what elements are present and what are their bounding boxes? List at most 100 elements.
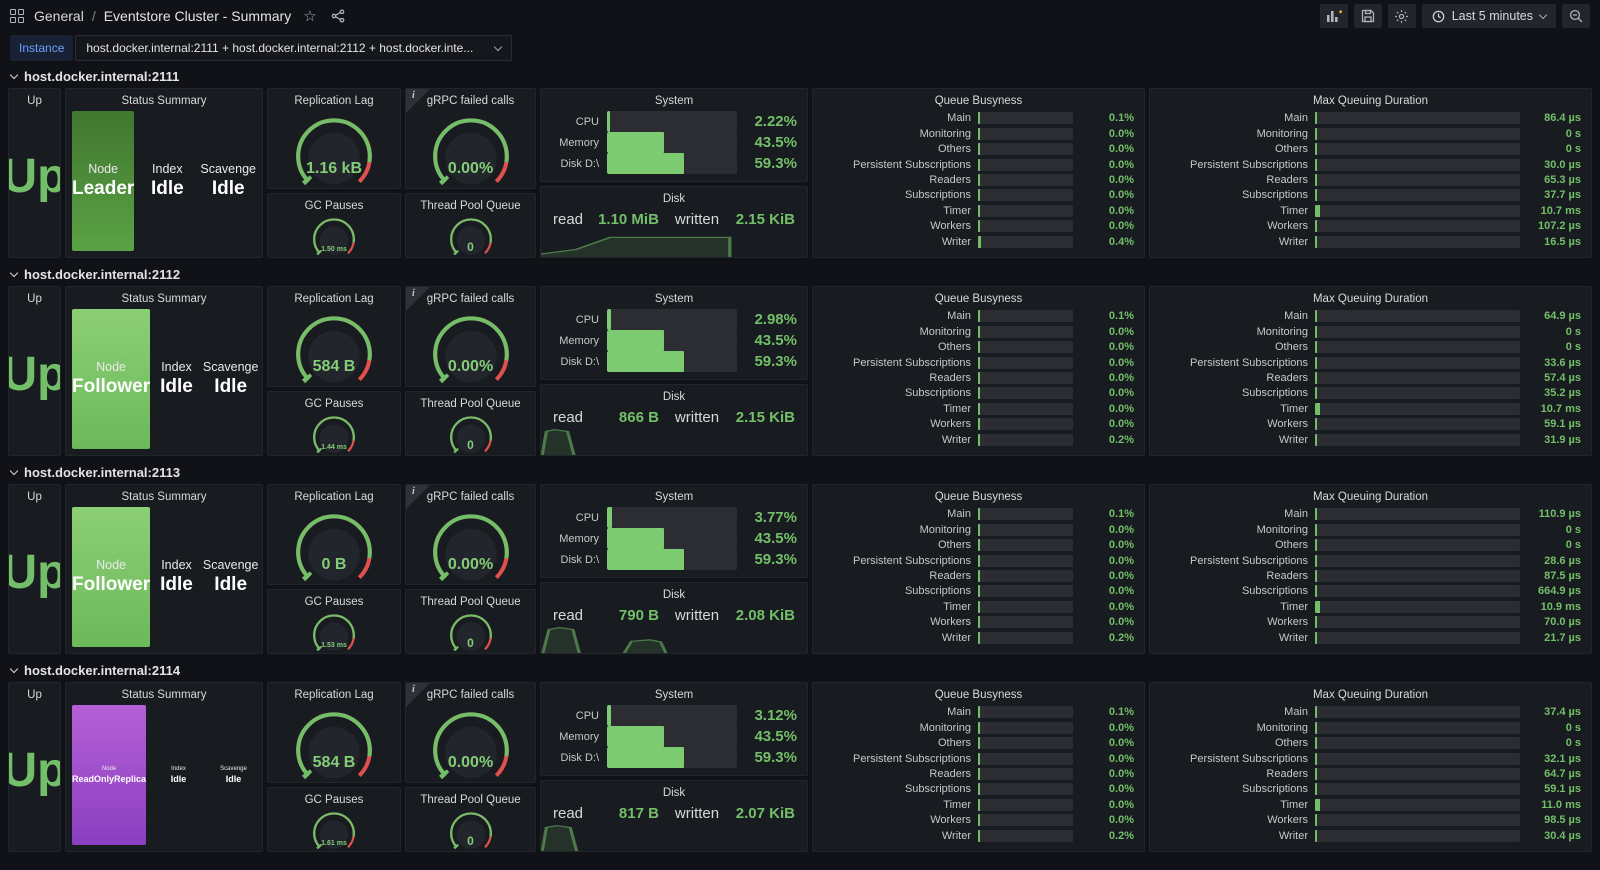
bar-track	[1315, 554, 1520, 567]
panel-title[interactable]: GC Pauses	[304, 398, 364, 410]
row-title: host.docker.internal:2113	[24, 464, 181, 480]
panel-title[interactable]: Max Queuing Duration	[1312, 491, 1429, 503]
star-icon[interactable]: ☆	[303, 8, 317, 25]
panel-title[interactable]: Disk	[662, 589, 686, 601]
instance-select[interactable]: host.docker.internal:2111 + host.docker.…	[75, 35, 513, 61]
panel-title[interactable]: Queue Busyness	[934, 293, 1023, 305]
dashboard-settings-button[interactable]	[1387, 4, 1416, 28]
panel-title[interactable]: Replication Lag	[294, 491, 374, 503]
gauge-area: 0.00%	[406, 703, 535, 782]
panel-title[interactable]: Replication Lag	[294, 293, 374, 305]
panel-title[interactable]: Max Queuing Duration	[1312, 95, 1429, 107]
bar-label: Writer	[1278, 433, 1308, 446]
bar-fill	[978, 387, 980, 400]
bar-value: 0.0%	[1108, 554, 1134, 567]
panel-title[interactable]: gRPC failed calls	[426, 689, 515, 701]
panel-title[interactable]: GC Pauses	[304, 794, 364, 806]
panel-title[interactable]: Thread Pool Queue	[420, 398, 521, 410]
panel-title[interactable]: Thread Pool Queue	[420, 200, 521, 212]
panel-title[interactable]: Up	[27, 293, 42, 305]
system-bar-row: CPU 3.77%	[551, 507, 797, 528]
panel-info-corner[interactable]	[406, 89, 430, 113]
dashboards-grid-icon[interactable]	[10, 9, 24, 23]
panel-title[interactable]: Replication Lag	[294, 95, 374, 107]
panel-title[interactable]: Thread Pool Queue	[420, 794, 521, 806]
panel-title[interactable]: gRPC failed calls	[426, 95, 515, 107]
bar-value: 2.22%	[754, 113, 797, 130]
panel-title[interactable]: Disk	[662, 787, 686, 799]
row-header[interactable]: host.docker.internal:2114	[8, 658, 1592, 682]
bar-fill	[607, 726, 664, 747]
panel-title[interactable]: Replication Lag	[294, 689, 374, 701]
panel-title[interactable]: Thread Pool Queue	[420, 596, 521, 608]
disk-panel: Disk read 790 B written 2.08 KiB	[540, 582, 808, 654]
bar-track	[978, 418, 1073, 431]
panel-title[interactable]: Queue Busyness	[934, 491, 1023, 503]
share-icon[interactable]	[331, 9, 345, 23]
chevron-down-icon	[9, 664, 19, 673]
zoom-out-button[interactable]	[1562, 4, 1590, 28]
bar-label: Subscriptions	[1241, 189, 1308, 202]
panel-title[interactable]: Disk	[662, 193, 686, 205]
panel-title[interactable]: Max Queuing Duration	[1312, 293, 1429, 305]
panel-title[interactable]: GC Pauses	[304, 200, 364, 212]
panel-title[interactable]: Up	[27, 491, 42, 503]
bar-label: Monitoring	[1256, 325, 1308, 338]
panel-title[interactable]: System	[654, 689, 694, 701]
row-header[interactable]: host.docker.internal:2111	[8, 64, 1592, 88]
add-panel-button[interactable]	[1319, 4, 1348, 28]
bar-value: 64.7 µs	[1544, 767, 1581, 780]
queue-bar-row: Writer 0.2%	[823, 631, 1134, 644]
info-icon: i	[412, 288, 415, 299]
disk-sparkline-area	[541, 624, 807, 653]
dashboard-title[interactable]: Eventstore Cluster - Summary	[103, 8, 292, 24]
bar-fill	[978, 112, 980, 125]
panel-info-corner[interactable]	[406, 485, 430, 509]
index-label: Index	[161, 360, 192, 374]
panel-title[interactable]: gRPC failed calls	[426, 293, 515, 305]
panel-row: UpUpStatus SummaryNodeFollowerIndexIdleS…	[8, 484, 1592, 654]
panel-title[interactable]: Status Summary	[121, 689, 207, 701]
breadcrumb-folder[interactable]: General	[34, 8, 84, 24]
panel-title[interactable]: Status Summary	[121, 491, 207, 503]
save-dashboard-button[interactable]	[1353, 4, 1382, 28]
node-status-cell: Node Follower	[72, 507, 151, 647]
bar-value: 110.9 µs	[1538, 508, 1581, 521]
gauge: 1.53 ms	[303, 612, 365, 651]
system-bar-row: Disk D:\ 59.3%	[551, 747, 797, 768]
bar-label: Persistent Subscriptions	[853, 356, 971, 369]
panel-title[interactable]: Status Summary	[121, 293, 207, 305]
bar-fill	[1315, 235, 1317, 248]
panel-title[interactable]: Queue Busyness	[934, 95, 1023, 107]
gauge-column: gRPC failed calls i 0.00% Thread Pool Queue…	[405, 88, 536, 258]
row-header[interactable]: host.docker.internal:2113	[8, 460, 1592, 484]
row-header[interactable]: host.docker.internal:2112	[8, 262, 1592, 286]
bar-fill	[1315, 554, 1317, 567]
top-navigation-bar: General / Eventstore Cluster - Summary ☆	[0, 0, 1600, 30]
panel-info-corner[interactable]	[406, 683, 430, 707]
bar-label: Persistent Subscriptions	[853, 752, 971, 765]
panel-title[interactable]: gRPC failed calls	[426, 491, 515, 503]
panel-title[interactable]: Queue Busyness	[934, 689, 1023, 701]
panel-title[interactable]: GC Pauses	[304, 596, 364, 608]
bar-fill	[1315, 721, 1317, 734]
panel-title[interactable]: Up	[27, 689, 42, 701]
disk-read-label: read	[553, 211, 584, 228]
disk-written-label: written	[674, 409, 720, 426]
queue-bar-row: Monitoring 0.0%	[823, 523, 1134, 536]
queue-bar-row: Workers 59.1 µs	[1160, 418, 1581, 431]
panel-title[interactable]: Status Summary	[121, 95, 207, 107]
panel-info-corner[interactable]	[406, 287, 430, 311]
panel-title[interactable]: Disk	[662, 391, 686, 403]
panel-title[interactable]: System	[654, 491, 694, 503]
time-range-picker[interactable]: Last 5 minutes	[1421, 4, 1556, 28]
panel-title[interactable]: System	[654, 293, 694, 305]
panel-title[interactable]: System	[654, 95, 694, 107]
bar-fill	[1315, 600, 1320, 613]
bar-value: 43.5%	[754, 728, 797, 745]
panel-title[interactable]: Up	[27, 95, 42, 107]
queue-busyness-panel: Queue Busyness Main 0.1% Monitoring 0.0% Othe…	[812, 484, 1145, 654]
bar-track	[607, 726, 737, 747]
scavenge-value: Idle	[214, 376, 248, 397]
panel-title[interactable]: Max Queuing Duration	[1312, 689, 1429, 701]
